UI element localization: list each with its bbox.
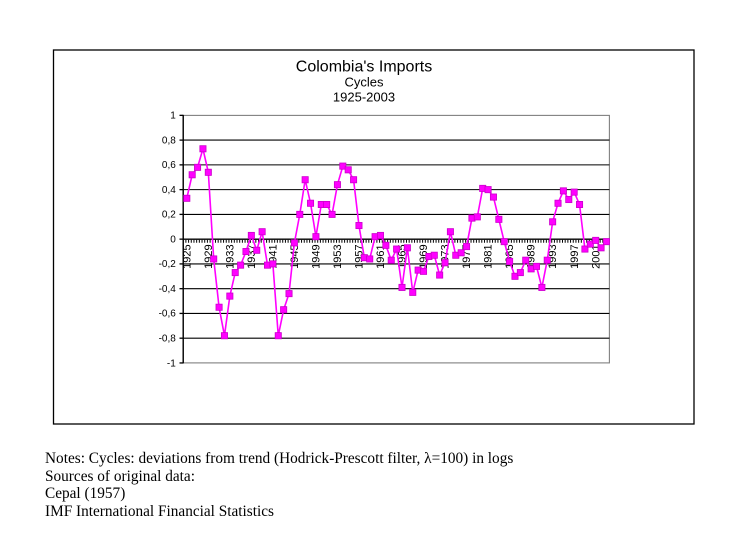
svg-text:1925: 1925 — [181, 244, 193, 268]
svg-text:1961: 1961 — [375, 244, 387, 268]
svg-text:1997: 1997 — [569, 244, 581, 268]
svg-text:0,8: 0,8 — [162, 135, 176, 146]
svg-text:1925-2003: 1925-2003 — [333, 90, 395, 105]
svg-text:0: 0 — [170, 234, 176, 245]
svg-text:-0,6: -0,6 — [159, 309, 177, 320]
svg-text:1929: 1929 — [203, 244, 215, 268]
svg-text:1: 1 — [170, 111, 176, 122]
svg-text:0,6: 0,6 — [162, 160, 176, 171]
svg-text:1933: 1933 — [224, 244, 236, 268]
svg-text:1945: 1945 — [289, 244, 301, 268]
svg-text:1953: 1953 — [332, 244, 344, 268]
svg-text:1981: 1981 — [483, 244, 495, 268]
svg-text:1949: 1949 — [311, 244, 323, 268]
svg-text:-0,4: -0,4 — [159, 284, 177, 295]
svg-text:-0,8: -0,8 — [159, 333, 177, 344]
svg-text:0,4: 0,4 — [162, 185, 176, 196]
svg-text:-0,2: -0,2 — [159, 259, 177, 270]
svg-text:-1: -1 — [167, 358, 176, 369]
svg-text:Cycles: Cycles — [344, 74, 384, 89]
svg-text:Colombia's Imports: Colombia's Imports — [296, 59, 432, 76]
svg-text:0,2: 0,2 — [162, 210, 176, 221]
